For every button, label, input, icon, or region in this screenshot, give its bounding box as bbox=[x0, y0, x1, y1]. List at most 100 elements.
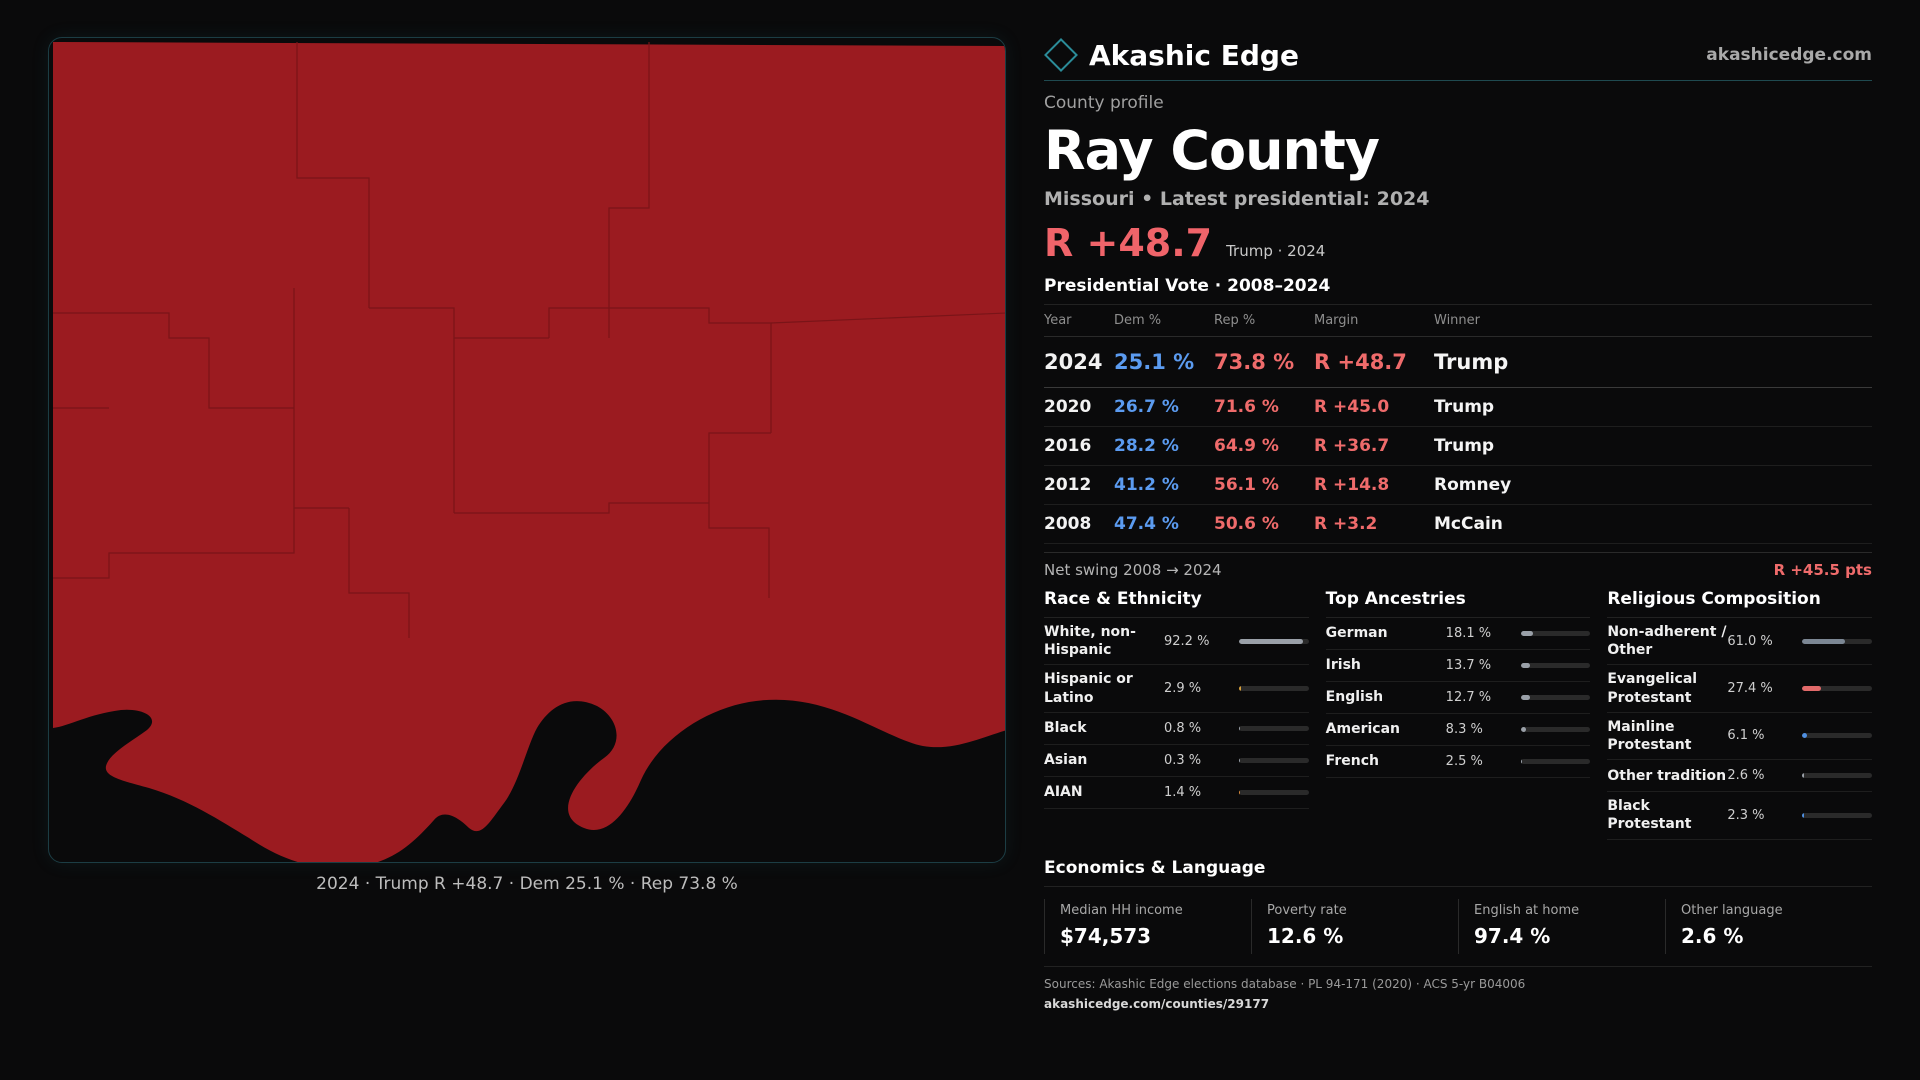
economics-section-title: Economics & Language bbox=[1044, 858, 1872, 887]
demo-bar-fill bbox=[1520, 695, 1530, 700]
vote-row: 2012 41.2 % 56.1 % R +14.8 Romney bbox=[1044, 465, 1872, 505]
brand-url-link[interactable]: akashicedge.com bbox=[1706, 45, 1872, 65]
econ-card-other-language: Other language 2.6 % bbox=[1665, 898, 1872, 954]
demo-bar bbox=[1520, 631, 1591, 636]
brand[interactable]: Akashic Edge bbox=[1044, 38, 1299, 72]
col-rep: Rep % bbox=[1214, 305, 1314, 337]
demo-label: Hispanic or Latino bbox=[1044, 671, 1133, 706]
vote-row: 2024 25.1 % 73.8 % R +48.7 Trump bbox=[1044, 336, 1872, 388]
brand-name: Akashic Edge bbox=[1089, 38, 1299, 72]
vote-table-header: Year Dem % Rep % Margin Winner bbox=[1044, 305, 1872, 337]
econ-label: Other language bbox=[1681, 902, 1783, 918]
demo-row: White, non-Hispanic 92.2 % bbox=[1044, 618, 1309, 666]
headline-result: R +48.7 Trump · 2024 bbox=[1044, 224, 1872, 262]
demo-value: 1.4 % bbox=[1164, 784, 1202, 800]
vote-row: 2020 26.7 % 71.6 % R +45.0 Trump bbox=[1044, 387, 1872, 427]
col-margin: Margin bbox=[1314, 305, 1434, 337]
demo-bar bbox=[1239, 638, 1309, 644]
demo-label: Asian bbox=[1044, 752, 1088, 769]
demo-bar bbox=[1802, 686, 1873, 692]
map-caption: 2024 · Trump R +48.7 · Dem 25.1 % · Rep … bbox=[316, 874, 738, 894]
brand-header: Akashic Edge akashicedge.com bbox=[1044, 30, 1872, 81]
vote-winner: Trump bbox=[1434, 387, 1872, 427]
demo-bar-fill bbox=[1520, 727, 1527, 732]
net-swing: Net swing 2008 → 2024 R +45.5 pts bbox=[1044, 552, 1872, 579]
demo-row: Mainline Protestant 6.1 % bbox=[1607, 713, 1873, 761]
vote-section-title: Presidential Vote · 2008–2024 bbox=[1044, 276, 1872, 305]
vote-table: Year Dem % Rep % Margin Winner 2024 25.1… bbox=[1044, 305, 1872, 544]
county-map-svg bbox=[53, 42, 1005, 862]
demo-bar-fill bbox=[1802, 773, 1805, 779]
demo-value: 2.9 % bbox=[1164, 681, 1202, 697]
vote-row: 2008 47.4 % 50.6 % R +3.2 McCain bbox=[1044, 504, 1872, 544]
vote-margin: R +36.7 bbox=[1314, 426, 1434, 466]
vote-margin: R +45.0 bbox=[1314, 387, 1434, 427]
demo-value: 6.1 % bbox=[1727, 728, 1765, 744]
demo-label: Non-adherent / Other bbox=[1607, 624, 1727, 659]
demo-bar-fill bbox=[1520, 663, 1531, 668]
demo-value: 12.7 % bbox=[1445, 690, 1492, 705]
county-shape bbox=[53, 42, 1005, 862]
sources-url-link[interactable]: akashicedge.com/counties/29177 bbox=[1044, 996, 1270, 1011]
demo-bar-fill bbox=[1802, 686, 1822, 692]
demo-label: AIAN bbox=[1044, 784, 1083, 801]
demo-row: Black 0.8 % bbox=[1044, 713, 1309, 745]
demo-label: Mainline Protestant bbox=[1607, 718, 1692, 753]
demo-bar-fill bbox=[1239, 686, 1242, 692]
demo-label: Black Protestant bbox=[1607, 798, 1692, 833]
demo-value: 8.3 % bbox=[1445, 722, 1483, 737]
econ-label: English at home bbox=[1474, 902, 1580, 918]
demo-value: 61.0 % bbox=[1727, 633, 1773, 649]
econ-card-income: Median HH income $74,573 bbox=[1044, 898, 1251, 954]
demo-bar bbox=[1520, 759, 1591, 764]
vote-winner: McCain bbox=[1434, 504, 1872, 544]
demo-bar bbox=[1520, 695, 1591, 700]
headline-note: Trump · 2024 bbox=[1226, 242, 1326, 260]
demo-bar-fill bbox=[1520, 759, 1523, 764]
demo-value: 2.6 % bbox=[1727, 768, 1765, 784]
swing-label: Net swing 2008 → 2024 bbox=[1044, 561, 1222, 579]
page-subtitle: Missouri • Latest presidential: 2024 bbox=[1044, 188, 1430, 210]
demo-value: 0.8 % bbox=[1164, 720, 1202, 736]
headline-margin: R +48.7 bbox=[1044, 221, 1213, 265]
vote-dem: 28.2 % bbox=[1114, 426, 1214, 466]
demo-bar bbox=[1802, 638, 1873, 644]
vote-dem: 41.2 % bbox=[1114, 465, 1214, 505]
demo-value: 13.7 % bbox=[1445, 658, 1492, 673]
logo-diamond-icon bbox=[1044, 38, 1078, 72]
demo-bar bbox=[1239, 686, 1309, 692]
race-ethnicity-panel: Race & Ethnicity White, non-Hispanic 92.… bbox=[1044, 589, 1309, 840]
demo-row: German 18.1 % bbox=[1325, 618, 1591, 650]
demo-bar bbox=[1520, 663, 1591, 668]
economics-grid: Median HH income $74,573 Poverty rate 12… bbox=[1044, 898, 1872, 954]
demo-row: AIAN 1.4 % bbox=[1044, 777, 1309, 809]
demographics: Race & Ethnicity White, non-Hispanic 92.… bbox=[1044, 589, 1873, 840]
col-winner: Winner bbox=[1434, 305, 1872, 337]
demo-row: French 2.5 % bbox=[1325, 746, 1591, 778]
demo-bar bbox=[1802, 733, 1873, 739]
demo-label: Other tradition bbox=[1607, 767, 1727, 784]
township-boundaries bbox=[53, 42, 1005, 638]
col-dem: Dem % bbox=[1114, 305, 1214, 337]
vote-winner: Trump bbox=[1434, 336, 1872, 388]
vote-dem: 25.1 % bbox=[1114, 336, 1214, 388]
demo-section-title: Religious Composition bbox=[1607, 589, 1873, 618]
demo-bar-fill bbox=[1239, 638, 1304, 644]
demo-row: Evangelical Protestant 27.4 % bbox=[1607, 665, 1873, 713]
demo-bar-fill bbox=[1520, 631, 1534, 636]
demo-row: Other tradition 2.6 % bbox=[1607, 760, 1873, 793]
econ-value: 97.4 % bbox=[1474, 923, 1551, 948]
demo-bar bbox=[1239, 757, 1309, 763]
demo-section-title: Race & Ethnicity bbox=[1044, 589, 1309, 618]
demo-bar bbox=[1239, 725, 1309, 731]
vote-year: 2020 bbox=[1044, 387, 1114, 427]
page-title: Ray County bbox=[1044, 119, 1380, 182]
demo-row: American 8.3 % bbox=[1325, 714, 1591, 746]
county-map[interactable] bbox=[48, 37, 1006, 863]
demo-bar bbox=[1802, 773, 1873, 779]
demo-bar bbox=[1239, 789, 1309, 795]
econ-card-poverty: Poverty rate 12.6 % bbox=[1251, 898, 1458, 954]
vote-year: 2008 bbox=[1044, 504, 1114, 544]
demo-label: Evangelical Protestant bbox=[1607, 671, 1698, 706]
vote-margin: R +14.8 bbox=[1314, 465, 1434, 505]
